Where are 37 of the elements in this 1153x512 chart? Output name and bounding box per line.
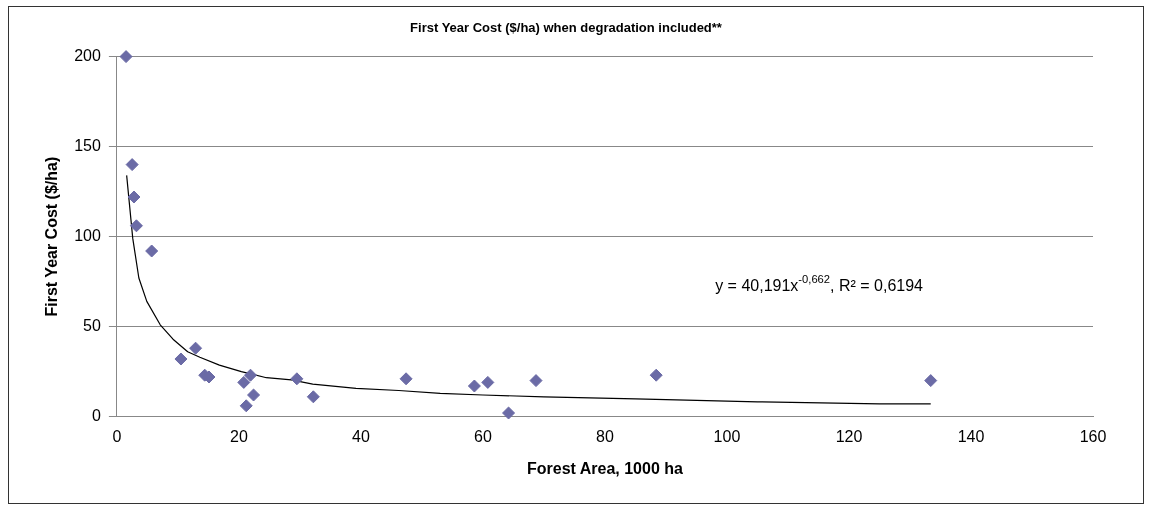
y-tick-label: 0 [91,407,101,425]
y-tick-label: 200 [74,47,101,65]
point [290,372,304,386]
point [127,190,141,204]
point [649,368,663,382]
point [467,379,481,393]
point [247,388,261,402]
x-tick-label: 20 [230,427,248,445]
point [306,390,320,404]
point [125,158,139,172]
point [237,375,251,389]
point [399,372,413,386]
x-tick-label: 160 [1079,427,1107,445]
point [119,50,133,64]
point [239,399,253,413]
point [481,375,495,389]
x-tick-label: 60 [474,427,492,445]
point [529,374,543,388]
x-axis-title: Forest Area, 1000 ha [526,459,684,477]
point [145,244,159,258]
x-tick-label: 140 [957,427,985,445]
x-tick-label: 120 [835,427,863,445]
y-axis-title: First Year Cost ($/ha) [43,156,61,317]
point [174,352,188,366]
y-tick-label: 150 [74,137,101,155]
point [129,219,143,233]
y-tick-label: 50 [83,317,101,335]
x-tick-label: 80 [596,427,614,445]
point [924,374,938,388]
point [502,406,516,420]
point [244,368,257,382]
x-tick-label: 100 [713,427,741,445]
point [189,341,203,355]
chart-title: First Year Cost ($/ha) when degradation included** [410,20,723,36]
x-tick-label: 0 [112,427,122,445]
x-tick-label: 40 [352,427,370,445]
y-tick-label: 100 [74,227,101,245]
